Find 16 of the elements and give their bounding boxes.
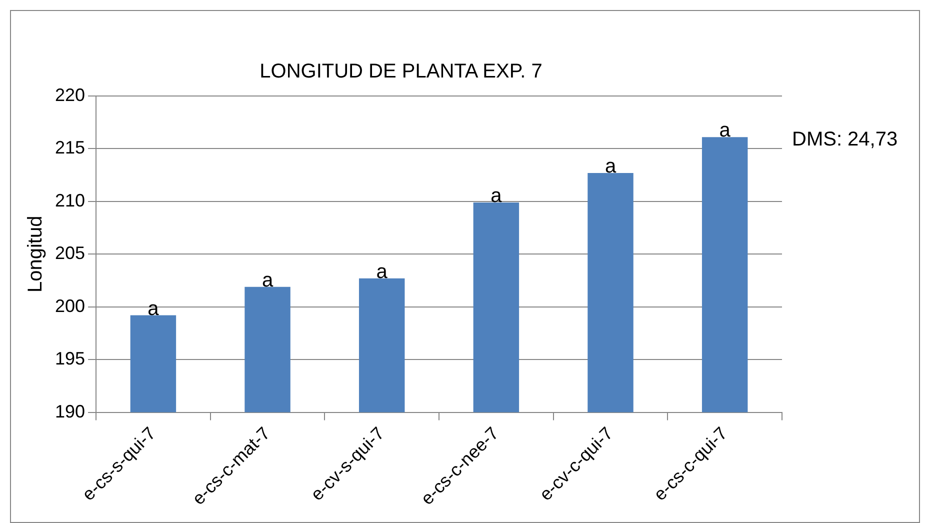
y-tick-label: 215 bbox=[54, 138, 86, 158]
data-label: a bbox=[148, 298, 160, 320]
y-tick-label: 195 bbox=[54, 348, 86, 369]
data-label: a bbox=[719, 120, 732, 142]
chart-title: LONGITUD DE PLANTA EXP. 7 bbox=[260, 60, 542, 83]
data-label: a bbox=[262, 269, 274, 292]
data-label: a bbox=[604, 155, 617, 178]
data-label: a bbox=[376, 260, 388, 283]
data-label: a bbox=[490, 185, 503, 207]
text: DMS: 24,73 bbox=[792, 128, 898, 151]
y-tick-label: 205 bbox=[54, 243, 86, 264]
y-tick-label: 220 bbox=[54, 84, 86, 105]
y-axis-title: Longitud bbox=[24, 216, 47, 293]
y-tick-label: 200 bbox=[54, 296, 86, 316]
y-tick-label: 190 bbox=[54, 401, 86, 422]
y-tick-label: 210 bbox=[54, 190, 86, 210]
